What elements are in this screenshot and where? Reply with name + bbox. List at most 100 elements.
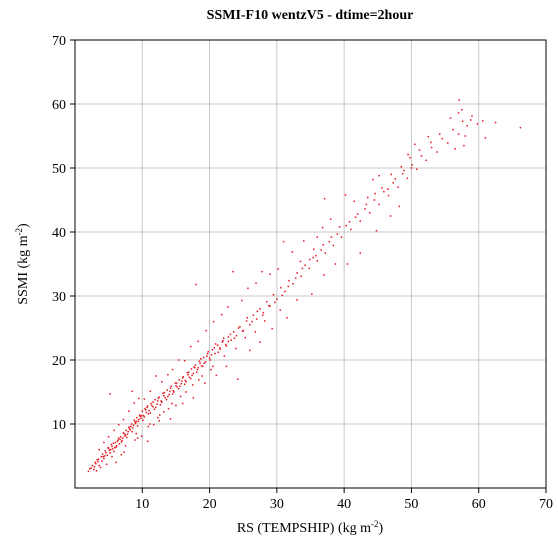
- data-point: [192, 384, 194, 386]
- data-point: [276, 298, 278, 300]
- data-point: [158, 396, 160, 398]
- data-point: [126, 433, 129, 435]
- data-point: [418, 149, 421, 151]
- data-point: [272, 293, 275, 296]
- chart-title: SSMI-F10 wentzV5 - dtime=2hour: [207, 8, 414, 23]
- data-point: [194, 364, 197, 366]
- data-point: [452, 128, 454, 131]
- data-point: [135, 420, 137, 423]
- data-point: [215, 374, 218, 377]
- data-point: [148, 423, 151, 425]
- data-point: [296, 299, 298, 301]
- data-point: [323, 197, 326, 200]
- data-point: [177, 359, 180, 361]
- y-axis-label: SSMI (kg m-2): [14, 223, 31, 305]
- data-point: [110, 443, 113, 446]
- data-point: [334, 263, 337, 265]
- data-point: [171, 393, 174, 395]
- data-point: [359, 220, 362, 222]
- data-point: [138, 414, 141, 416]
- data-point: [175, 404, 177, 407]
- data-point: [239, 325, 241, 328]
- data-point: [146, 440, 149, 443]
- data-point: [95, 462, 97, 465]
- data-point: [249, 324, 251, 326]
- data-point: [210, 368, 212, 371]
- data-point: [406, 177, 409, 179]
- data-point: [206, 355, 208, 357]
- data-point: [101, 460, 103, 462]
- data-point: [378, 174, 380, 177]
- data-point: [185, 391, 187, 393]
- data-point: [139, 415, 142, 418]
- data-point: [170, 385, 172, 387]
- data-point: [458, 99, 460, 101]
- data-point: [222, 340, 224, 342]
- data-point: [113, 450, 115, 453]
- data-point: [157, 400, 159, 402]
- data-point: [120, 436, 122, 438]
- data-point: [136, 416, 138, 419]
- data-point: [476, 123, 479, 125]
- data-point: [301, 267, 304, 270]
- data-point: [136, 437, 139, 439]
- data-point: [484, 137, 487, 139]
- data-point: [194, 366, 196, 369]
- data-point: [227, 336, 230, 338]
- data-point: [206, 352, 209, 355]
- data-point: [387, 188, 389, 190]
- data-point: [89, 468, 91, 470]
- data-point: [245, 320, 248, 322]
- data-point: [216, 344, 219, 347]
- data-point: [218, 347, 221, 349]
- data-point: [300, 275, 302, 277]
- data-point: [148, 409, 150, 412]
- data-point: [340, 236, 343, 238]
- data-point: [209, 359, 211, 361]
- data-point: [323, 274, 325, 276]
- data-point: [286, 317, 288, 319]
- data-point: [261, 314, 264, 316]
- data-point: [195, 283, 197, 286]
- data-point: [436, 151, 438, 153]
- data-point: [182, 375, 185, 378]
- data-point: [519, 126, 522, 129]
- y-tick-label: 40: [52, 226, 66, 241]
- data-point: [99, 466, 102, 469]
- data-point: [93, 466, 96, 468]
- data-point: [111, 455, 113, 458]
- grid-lines: [75, 40, 546, 488]
- data-point: [134, 439, 136, 441]
- data-point: [201, 375, 203, 377]
- data-point: [204, 361, 207, 363]
- data-point: [482, 119, 484, 122]
- data-point: [113, 446, 116, 449]
- data-point: [425, 159, 427, 162]
- data-point: [311, 293, 313, 295]
- data-point: [131, 430, 133, 433]
- data-point: [133, 402, 135, 404]
- data-point: [127, 430, 129, 433]
- data-point: [232, 270, 234, 273]
- data-point: [131, 390, 133, 393]
- data-point: [96, 459, 98, 461]
- data-point: [98, 448, 100, 451]
- data-point: [288, 279, 290, 282]
- data-point: [381, 187, 383, 189]
- data-point: [120, 441, 123, 443]
- data-point: [130, 423, 133, 425]
- data-point: [271, 327, 273, 330]
- data-point: [179, 395, 182, 398]
- data-point: [181, 402, 184, 405]
- data-point: [172, 389, 174, 392]
- data-point: [87, 470, 90, 473]
- data-point: [316, 236, 318, 238]
- data-point: [322, 244, 325, 246]
- data-point: [152, 401, 154, 403]
- data-point: [146, 406, 148, 409]
- data-point: [304, 264, 306, 267]
- y-tick-label: 30: [52, 290, 66, 305]
- data-point: [364, 208, 366, 210]
- data-point: [214, 352, 216, 355]
- data-point: [401, 173, 404, 175]
